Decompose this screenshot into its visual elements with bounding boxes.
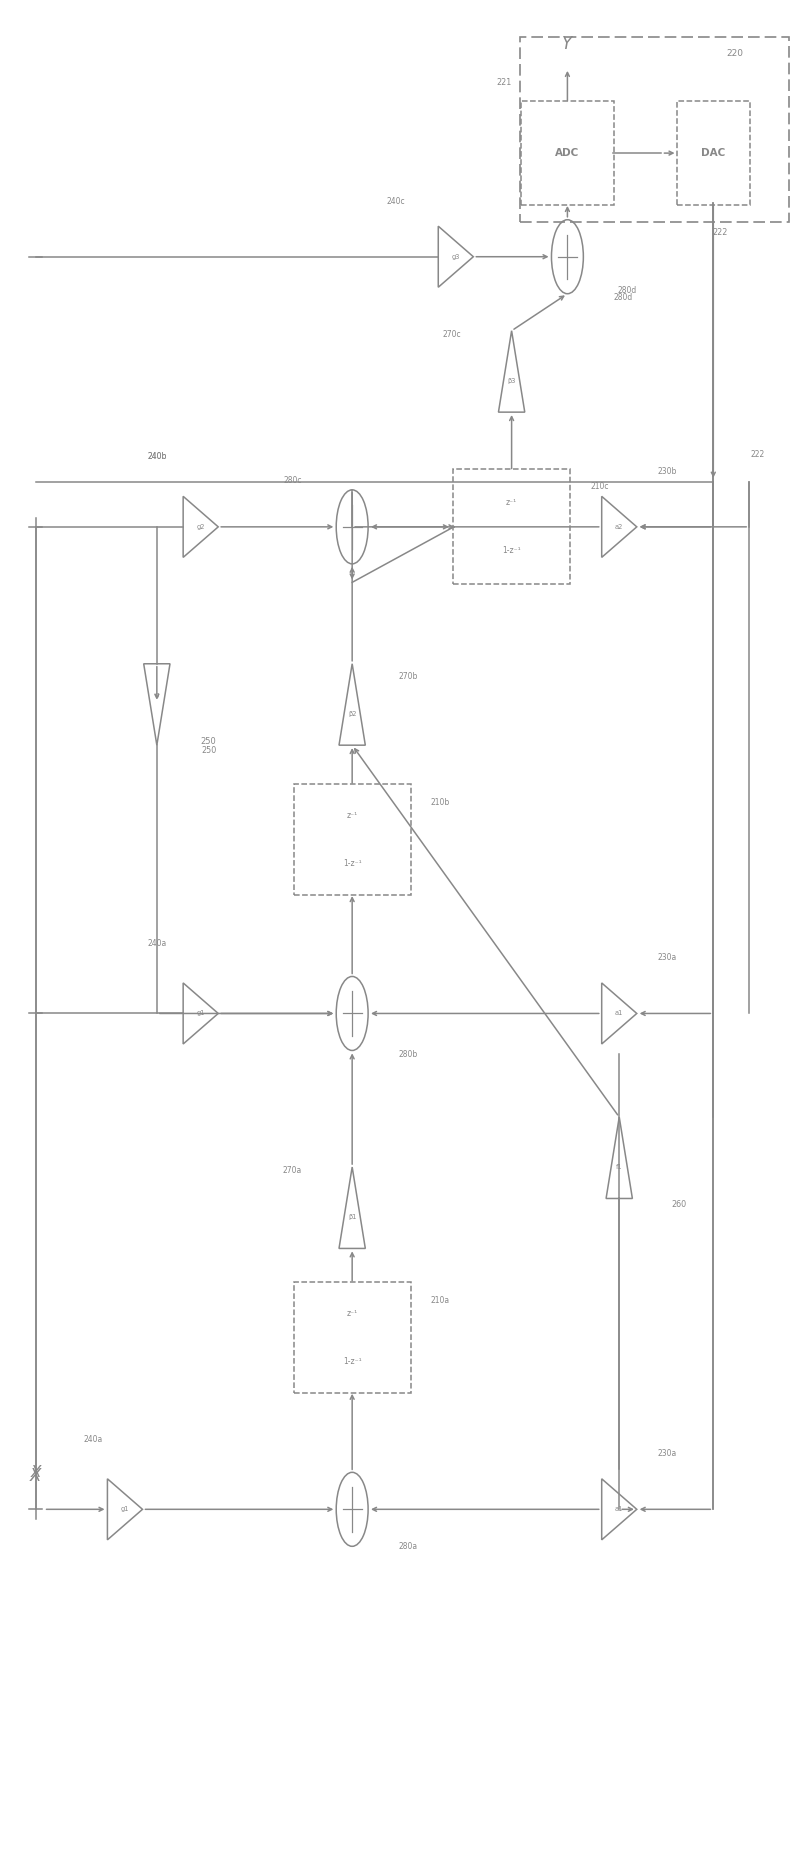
- Text: DAC: DAC: [701, 148, 726, 158]
- Text: β3: β3: [507, 378, 516, 384]
- Text: 210c: 210c: [590, 482, 609, 491]
- Text: 280a: 280a: [398, 1542, 418, 1551]
- Text: 250: 250: [201, 747, 216, 756]
- Text: 1-z⁻¹: 1-z⁻¹: [502, 547, 521, 556]
- Text: 250: 250: [201, 737, 217, 747]
- Text: X: X: [30, 1468, 42, 1484]
- Text: 280c: 280c: [283, 476, 302, 485]
- Text: β2: β2: [348, 712, 357, 717]
- Text: 240a: 240a: [147, 939, 166, 947]
- Text: g2: g2: [197, 524, 205, 530]
- Text: X: X: [30, 1466, 41, 1481]
- Bar: [519, 37, 789, 222]
- Text: 240b: 240b: [147, 452, 166, 461]
- Text: 210a: 210a: [430, 1295, 450, 1305]
- Text: 222: 222: [712, 228, 727, 237]
- Text: g1: g1: [121, 1506, 129, 1512]
- Text: 230b: 230b: [658, 467, 677, 476]
- Text: g1: g1: [197, 1010, 205, 1017]
- Text: 270b: 270b: [398, 673, 418, 682]
- Text: g: g: [154, 693, 159, 699]
- Text: a1: a1: [615, 1506, 623, 1512]
- Text: 280d: 280d: [618, 285, 637, 295]
- Text: g3: g3: [452, 254, 460, 259]
- Text: z⁻¹: z⁻¹: [346, 812, 358, 821]
- Text: z⁻¹: z⁻¹: [346, 1308, 358, 1317]
- Text: z⁻¹: z⁻¹: [506, 498, 517, 508]
- Text: 240b: 240b: [147, 452, 166, 461]
- Text: 270c: 270c: [442, 330, 461, 339]
- Text: 210b: 210b: [430, 799, 450, 808]
- Text: 240c: 240c: [386, 196, 406, 206]
- Text: 280b: 280b: [398, 1049, 418, 1058]
- Text: 280d: 280d: [614, 293, 633, 302]
- Text: 260: 260: [671, 1199, 686, 1208]
- Text: 230a: 230a: [658, 1449, 677, 1458]
- Text: 270a: 270a: [282, 1166, 302, 1175]
- Text: 221: 221: [496, 78, 511, 87]
- Text: 1-z⁻¹: 1-z⁻¹: [343, 1356, 362, 1366]
- Text: β1: β1: [348, 1214, 356, 1219]
- Text: Y: Y: [562, 35, 573, 54]
- Text: ADC: ADC: [555, 148, 579, 158]
- Text: 240a: 240a: [83, 1434, 102, 1443]
- Text: 222: 222: [750, 450, 764, 460]
- Text: f1: f1: [616, 1164, 622, 1169]
- Text: 220: 220: [726, 48, 743, 57]
- Text: 230a: 230a: [658, 954, 677, 962]
- Text: a1: a1: [615, 1010, 623, 1017]
- Text: a2: a2: [615, 524, 623, 530]
- Text: 1-z⁻¹: 1-z⁻¹: [343, 860, 362, 867]
